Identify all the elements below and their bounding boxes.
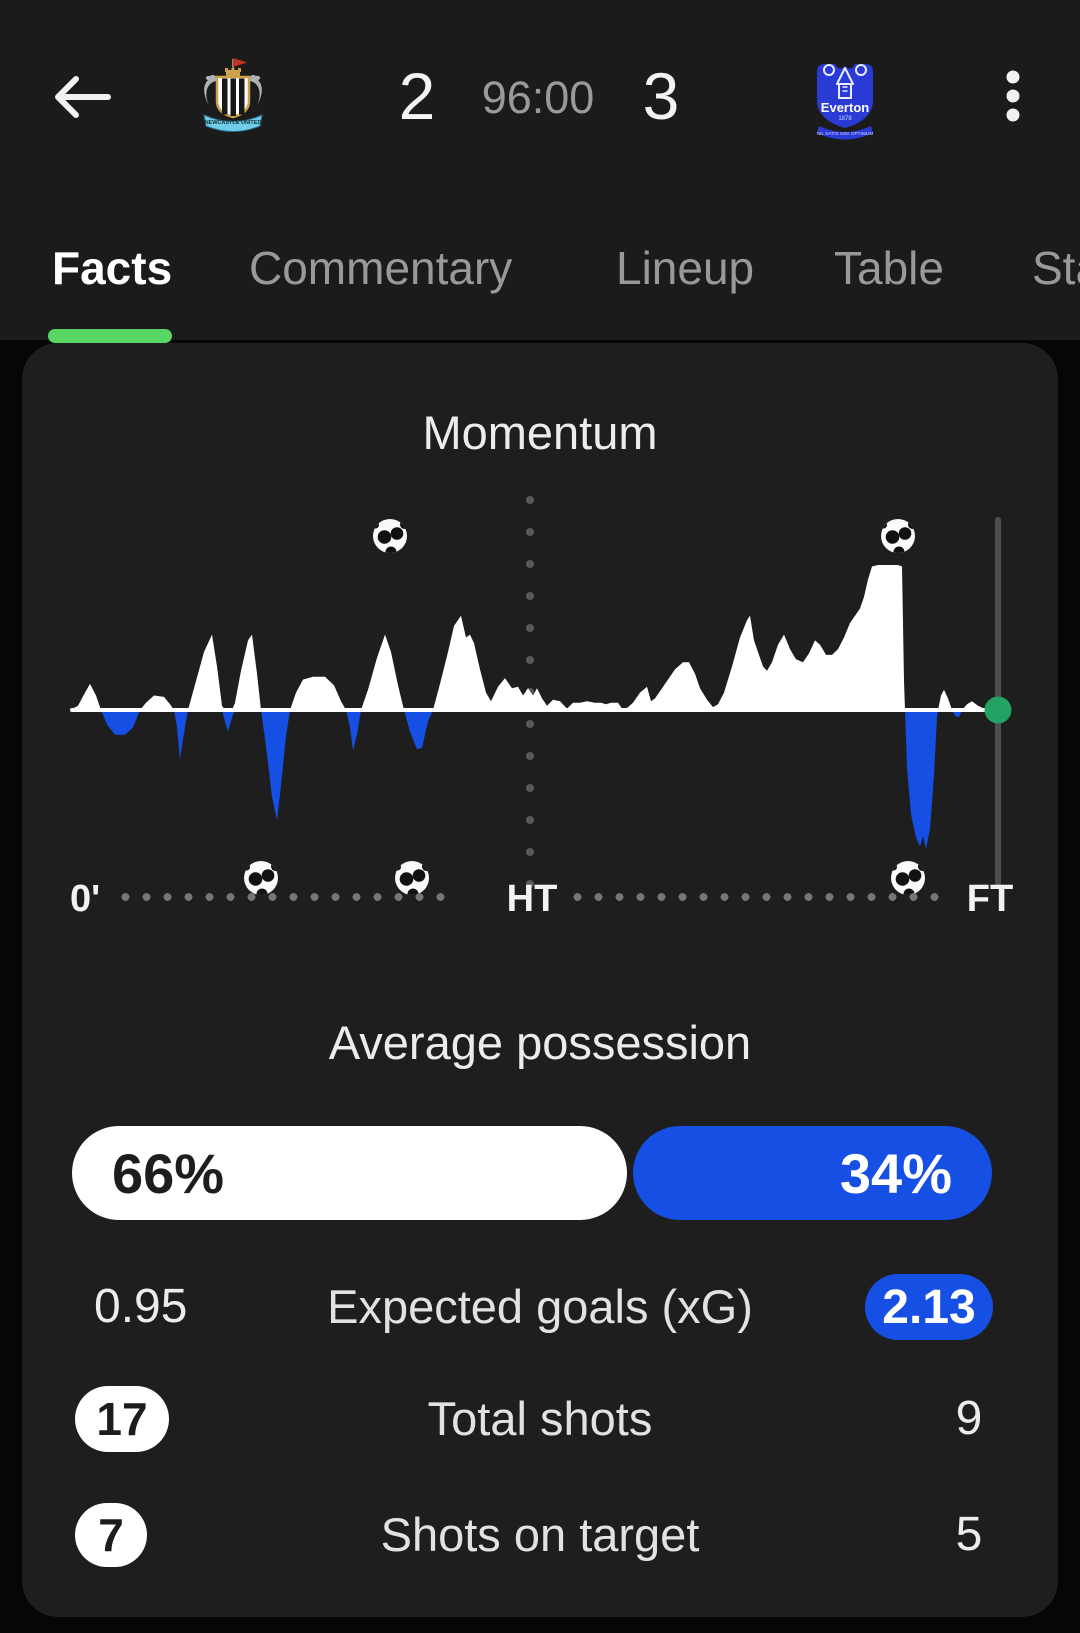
active-tab-indicator: [48, 329, 172, 343]
possession-away-segment: 34%: [632, 1126, 992, 1220]
stat-row-shots-on-target: 7 Shots on target 5: [22, 1502, 1058, 1568]
goal-football-icon: [877, 515, 919, 557]
goal-football-icon: [240, 857, 282, 899]
momentum-away-area: [70, 710, 990, 850]
momentum-chart[interactable]: [62, 494, 1038, 914]
scrubber-dot[interactable]: [984, 696, 1012, 724]
tab-table[interactable]: Table: [834, 242, 944, 294]
away-crest-text: Everton: [821, 100, 869, 115]
stat-row-expected-goals: 0.95 Expected goals (xG) 2.13: [22, 1274, 1058, 1340]
halftime-dotted-line: [526, 496, 534, 888]
stat-row-total-shots: 17 Total shots 9: [22, 1386, 1058, 1452]
facts-card: Momentum: [22, 343, 1058, 1617]
tab-lineup[interactable]: Lineup: [616, 242, 755, 294]
home-crest-banner-text: NEWCASTLE UNITED: [205, 120, 262, 126]
stat-label: Expected goals (xG): [327, 1280, 753, 1333]
goal-football-icon: [887, 857, 929, 899]
overflow-menu-icon[interactable]: [996, 64, 1030, 128]
momentum-baseline: [70, 708, 990, 712]
tab-stats[interactable]: Sta: [1032, 242, 1080, 294]
stat-label: Shots on target: [380, 1508, 700, 1561]
goal-markers: [240, 515, 929, 899]
home-xg-value: 0.95: [94, 1280, 188, 1333]
away-crest-motto: NIL SATIS NISI OPTIMUM: [817, 131, 874, 137]
momentum-title: Momentum: [422, 406, 658, 459]
home-shots-on-target-badge: 7: [75, 1503, 147, 1567]
home-score: 2: [398, 59, 436, 133]
possession-home-segment: 66%: [72, 1126, 627, 1220]
home-total-shots-badge: 17: [75, 1386, 169, 1452]
app-top-region: [0, 0, 1080, 340]
tab-facts[interactable]: Facts: [52, 242, 173, 294]
momentum-home-area: [70, 565, 990, 710]
away-total-shots-value: 9: [955, 1392, 983, 1445]
match-header: NEWCASTLE UNITED 2 96:00 3 Everton 1878 …: [0, 0, 1080, 200]
tab-bar: Facts Commentary Lineup Table Sta: [0, 236, 1080, 300]
away-score: 3: [642, 59, 680, 133]
possession-title: Average possession: [328, 1016, 752, 1069]
home-team-crest-newcastle[interactable]: NEWCASTLE UNITED: [196, 55, 270, 139]
away-xg-badge: 2.13: [865, 1274, 993, 1340]
back-icon[interactable]: [50, 72, 114, 122]
goal-football-icon: [391, 857, 433, 899]
goal-football-icon: [369, 515, 411, 557]
axis-tick-fulltime: FT: [966, 878, 1014, 920]
away-crest-year: 1878: [838, 116, 852, 122]
axis-tick-halftime: HT: [506, 878, 558, 920]
axis-tick-kickoff: 0': [70, 878, 101, 920]
match-clock: 96:00: [481, 72, 595, 123]
away-shots-on-target-value: 5: [955, 1508, 983, 1561]
axis-dots-second-half: [567, 893, 949, 901]
tab-commentary[interactable]: Commentary: [249, 242, 513, 294]
stat-label: Total shots: [427, 1392, 653, 1445]
away-team-crest-everton[interactable]: Everton 1878 NIL SATIS NISI OPTIMUM: [811, 56, 879, 144]
possession-bar: 66% 34%: [72, 1126, 992, 1220]
axis-dots-first-half: [115, 893, 455, 901]
